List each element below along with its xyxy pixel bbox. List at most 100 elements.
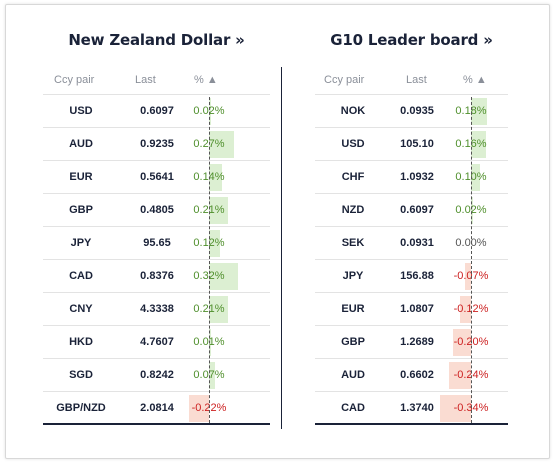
ccy-pair-cell[interactable]: AUD <box>69 138 93 150</box>
table-row[interactable]: AUD 0.6602 -0.24% <box>315 359 508 392</box>
table-row[interactable]: SEK 0.0931 0.00% <box>315 227 508 260</box>
ccy-pair-cell[interactable]: CNY <box>69 303 93 315</box>
table-row[interactable]: NZD 0.6097 0.02% <box>315 194 508 227</box>
change-bar <box>464 263 471 290</box>
change-bar <box>460 296 471 323</box>
table-row[interactable]: GBP/NZD 2.0814 -0.22% <box>43 392 270 425</box>
pct-change-cell: 0.18% <box>455 105 487 117</box>
last-price-cell: 4.7607 <box>140 336 174 348</box>
last-price-cell: 1.3740 <box>400 402 434 414</box>
ccy-pair-cell[interactable]: CAD <box>69 270 93 282</box>
header-ccy-pair[interactable]: Ccy pair <box>54 74 95 86</box>
table-row[interactable]: USD 0.6097 0.02% <box>43 95 270 128</box>
g10-panel-title-link[interactable]: G10 Leader board » <box>330 31 493 49</box>
table-row[interactable]: CAD 1.3740 -0.34% <box>315 392 508 425</box>
change-bar <box>188 395 209 422</box>
last-price-cell: 1.2689 <box>400 336 434 348</box>
ccy-pair-cell[interactable]: GBP/NZD <box>56 402 106 414</box>
change-bar <box>471 98 488 125</box>
pct-change-cell: 0.21% <box>193 204 225 216</box>
nzd-table-body: USD 0.6097 0.02% AUD 0.9235 0.27% EUR 0.5641 0.1… <box>43 95 270 425</box>
table-row[interactable]: CAD 0.8376 0.32% <box>43 260 270 293</box>
table-row[interactable]: EUR 0.5641 0.14% <box>43 161 270 194</box>
change-bar <box>209 197 229 224</box>
header-ccy-pair[interactable]: Ccy pair <box>324 74 365 86</box>
pct-change-cell: 0.10% <box>455 171 487 183</box>
last-price-cell: 0.8242 <box>140 369 174 381</box>
last-price-cell: 1.0807 <box>400 303 434 315</box>
pct-change-cell: 0.27% <box>193 138 225 150</box>
zero-reference-line <box>471 97 472 423</box>
ccy-pair-cell[interactable]: JPY <box>70 237 92 249</box>
header-last[interactable]: Last <box>406 74 427 86</box>
nzd-table-header: Ccy pair Last % ▲ <box>43 67 270 95</box>
pct-change-cell: -0.34% <box>453 402 489 414</box>
pct-change-cell: -0.07% <box>453 270 489 282</box>
table-row[interactable]: CNY 4.3338 0.21% <box>43 293 270 326</box>
last-price-cell: 0.6097 <box>140 105 174 117</box>
header-pct-sort[interactable]: % ▲ <box>463 74 487 86</box>
nzd-panel-title-link[interactable]: New Zealand Dollar » <box>68 31 245 49</box>
table-row[interactable]: HKD 4.7607 0.01% <box>43 326 270 359</box>
pct-change-cell: 0.00% <box>455 237 487 249</box>
ccy-pair-cell[interactable]: USD <box>341 138 365 150</box>
table-row[interactable]: AUD 0.9235 0.27% <box>43 128 270 161</box>
table-row[interactable]: EUR 1.0807 -0.12% <box>315 293 508 326</box>
table-row[interactable]: SGD 0.8242 0.07% <box>43 359 270 392</box>
ccy-pair-cell[interactable]: CAD <box>341 402 365 414</box>
last-price-cell: 0.8376 <box>140 270 174 282</box>
ccy-pair-cell[interactable]: EUR <box>341 303 365 315</box>
last-price-cell: 0.6602 <box>400 369 434 381</box>
change-bar <box>452 329 471 356</box>
pct-change-cell: 0.14% <box>193 171 225 183</box>
change-bar <box>209 98 211 125</box>
ccy-pair-cell[interactable]: CHF <box>341 171 365 183</box>
ccy-pair-cell[interactable]: NZD <box>341 204 365 216</box>
change-bar <box>209 230 220 257</box>
ccy-pair-cell[interactable]: SGD <box>69 369 93 381</box>
change-bar <box>471 197 473 224</box>
change-bar <box>209 362 216 389</box>
g10-table-body: NOK 0.0935 0.18% USD 105.10 0.16% CHF 1.0932 0.1… <box>315 95 508 425</box>
ccy-pair-cell[interactable]: EUR <box>69 171 93 183</box>
last-price-cell: 4.3338 <box>140 303 174 315</box>
table-row[interactable]: JPY 156.88 -0.07% <box>315 260 508 293</box>
pct-change-cell: 0.07% <box>193 369 225 381</box>
table-row[interactable]: USD 105.10 0.16% <box>315 128 508 161</box>
g10-table-header: Ccy pair Last % ▲ <box>315 67 508 95</box>
ccy-pair-cell[interactable]: AUD <box>341 369 365 381</box>
ccy-pair-cell[interactable]: NOK <box>340 105 366 117</box>
change-bar <box>449 362 471 389</box>
pct-change-cell: -0.20% <box>453 336 489 348</box>
fx-widget-card: New Zealand Dollar » Ccy pair Last % ▲ U… <box>5 4 550 459</box>
ccy-pair-cell[interactable]: JPY <box>342 270 364 282</box>
panel-divider <box>281 67 282 429</box>
table-row[interactable]: JPY 95.65 0.12% <box>43 227 270 260</box>
ccy-pair-cell[interactable]: GBP <box>341 336 365 348</box>
change-bar <box>209 164 222 191</box>
ccy-pair-cell[interactable]: SEK <box>341 237 365 249</box>
change-bar <box>471 164 481 191</box>
last-price-cell: 0.0935 <box>400 105 434 117</box>
ccy-pair-cell[interactable]: GBP <box>69 204 93 216</box>
header-pct-sort[interactable]: % ▲ <box>194 74 218 86</box>
last-price-cell: 0.9235 <box>140 138 174 150</box>
pct-change-cell: -0.22% <box>191 402 227 414</box>
table-row[interactable]: GBP 1.2689 -0.20% <box>315 326 508 359</box>
last-price-cell: 95.65 <box>143 237 171 249</box>
pct-change-cell: 0.02% <box>455 204 487 216</box>
header-last[interactable]: Last <box>135 74 156 86</box>
ccy-pair-cell[interactable]: USD <box>69 105 93 117</box>
change-bar <box>209 131 234 158</box>
table-row[interactable]: CHF 1.0932 0.10% <box>315 161 508 194</box>
change-bar <box>209 263 239 290</box>
pct-change-cell: -0.12% <box>453 303 489 315</box>
pct-change-cell: 0.21% <box>193 303 225 315</box>
ccy-pair-cell[interactable]: HKD <box>69 336 93 348</box>
table-row[interactable]: NOK 0.0935 0.18% <box>315 95 508 128</box>
change-bar <box>471 131 486 158</box>
pct-change-cell: 0.32% <box>193 270 225 282</box>
pct-change-cell: 0.16% <box>455 138 487 150</box>
table-row[interactable]: GBP 0.4805 0.21% <box>43 194 270 227</box>
zero-reference-line <box>209 97 210 423</box>
